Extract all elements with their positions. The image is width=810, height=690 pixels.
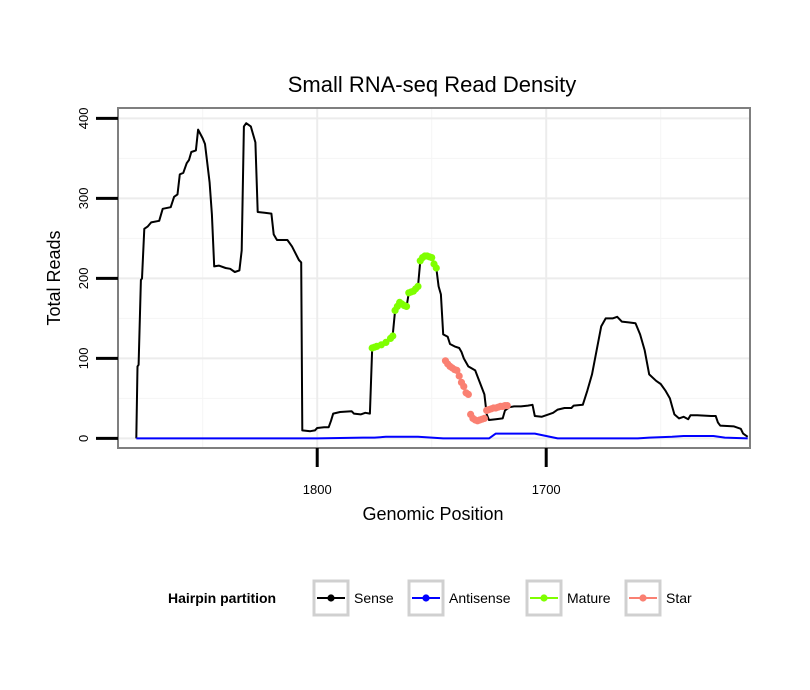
x-axis: 1800 1700 [303,448,561,497]
y-axis: 0 100 200 300 400 [76,108,118,442]
legend-label: Star [666,590,692,606]
legend-key-point [540,594,548,602]
data-point-star [453,366,461,374]
legend-label: Mature [567,590,611,606]
plot-panel [117,107,751,449]
data-point-mature [428,254,436,262]
legend-item-antisense: Antisense [407,579,511,617]
legend-key-point [327,594,335,602]
legend-item-sense: Sense [312,579,394,617]
legend-key-point [639,594,647,602]
x-axis-label: Genomic Position [362,504,503,524]
legend-item-mature: Mature [525,579,611,617]
y-axis-label: Total Reads [44,230,64,325]
y-tick-label: 100 [76,348,91,370]
data-point-star [455,372,463,380]
x-tick-label: 1700 [532,482,561,497]
data-point-star [503,402,511,410]
data-point-mature [432,264,440,272]
chart-title: Small RNA-seq Read Density [288,72,577,97]
y-tick-label: 200 [76,268,91,290]
legend-items: Sense Antisense Mature Star [312,579,692,617]
y-tick-label: 400 [76,108,91,130]
data-point-star [480,414,488,422]
y-tick-label: 300 [76,188,91,210]
data-point-mature [389,332,397,340]
data-point-mature [414,282,422,290]
series-line-antisense [136,432,748,440]
legend-key-point [422,594,430,602]
data-point-star [460,382,468,390]
legend-label: Antisense [449,590,511,606]
series-layer [135,122,749,440]
y-tick-label: 0 [76,435,91,442]
legend-label: Sense [354,590,394,606]
data-point-mature [402,302,411,310]
x-tick-label: 1800 [303,482,332,497]
legend-item-star: Star [624,579,692,617]
legend-title: Hairpin partition [168,590,276,606]
legend: Hairpin partition Sense Antisense Mature St… [168,579,692,617]
data-point-star [464,390,472,398]
